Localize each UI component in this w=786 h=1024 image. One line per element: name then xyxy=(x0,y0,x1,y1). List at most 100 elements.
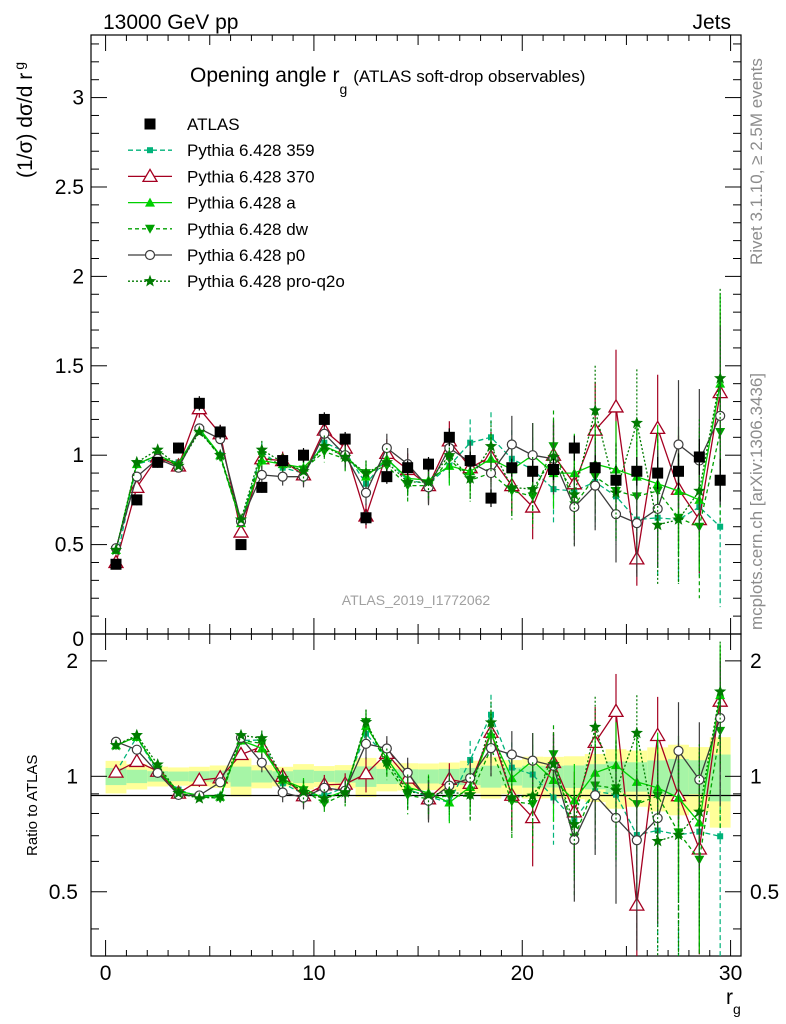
series-5-point-ratio xyxy=(609,784,623,796)
legend-label: Pythia 6.428 p0 xyxy=(187,246,305,265)
data-point xyxy=(693,451,705,463)
series-4-point-main xyxy=(715,410,726,421)
data-point xyxy=(131,494,143,506)
series-5-point-ratio xyxy=(464,787,477,800)
legend-label: ATLAS xyxy=(187,115,240,134)
series-1-point-main xyxy=(607,398,625,413)
series-5-point-main xyxy=(484,439,498,452)
series-0-point-ratio xyxy=(717,833,724,840)
series-4-point-main xyxy=(360,487,372,498)
data-point xyxy=(485,492,497,504)
series-5-point-main xyxy=(630,416,643,429)
series-5-point-ratio xyxy=(568,817,581,830)
data-point xyxy=(568,442,580,454)
series-4-point-main xyxy=(485,467,497,479)
series-3-point-main xyxy=(527,492,538,502)
y-tick-label-main: 3 xyxy=(72,87,84,110)
ratio-band-stat xyxy=(230,766,252,787)
series-5-point-main xyxy=(318,439,331,452)
data-point xyxy=(443,431,455,443)
rivet-version-label: Rivet 3.1.10, ≥ 2.5M events xyxy=(747,58,766,265)
legend-marker xyxy=(144,118,156,130)
series-5-point-ratio xyxy=(505,790,518,803)
series-5-point-ratio xyxy=(339,785,352,798)
series-5-point-ratio xyxy=(109,738,123,751)
legend-label: Pythia 6.428 370 xyxy=(187,167,315,186)
data-point xyxy=(110,558,122,570)
data-point xyxy=(548,463,559,475)
series-4-point-ratio xyxy=(506,749,517,760)
series-4-point-ratio xyxy=(694,774,705,785)
series-0-point-main xyxy=(717,523,724,530)
series-4-point-main xyxy=(590,480,601,491)
series-5-point-ratio xyxy=(193,791,206,804)
legend-label: Pythia 6.428 pro-q2o xyxy=(187,272,345,291)
series-4-point-ratio xyxy=(256,757,267,768)
series-4-point-ratio xyxy=(485,743,497,754)
series-5-point-main xyxy=(526,482,539,495)
series-5-point-main xyxy=(714,371,727,384)
data-point xyxy=(673,465,684,477)
series-4-point-ratio xyxy=(215,777,226,788)
series-2-line-main xyxy=(115,383,721,551)
data-point xyxy=(631,465,643,477)
y-axis-label-main: (1/σ) dσ/d rg xyxy=(11,62,37,178)
series-3-line-ratio xyxy=(115,720,721,862)
series-4-point-ratio xyxy=(402,767,413,778)
series-5-point-main xyxy=(693,484,706,497)
series-1-point-ratio xyxy=(107,763,125,778)
series-5-point-main xyxy=(401,475,414,488)
ratio-band-stat xyxy=(251,770,273,783)
data-point xyxy=(652,467,664,479)
data-point xyxy=(173,442,184,454)
data-point xyxy=(423,458,434,470)
y-tick-label-ratio: 1 xyxy=(66,765,78,788)
series-5-line-main xyxy=(115,378,721,551)
data-point xyxy=(235,539,247,551)
series-5-point-ratio xyxy=(526,789,539,801)
data-point xyxy=(381,471,393,483)
series-5-point-ratio xyxy=(214,790,227,802)
series-4-point-ratio xyxy=(590,790,601,801)
x-axis-label: rg xyxy=(726,986,741,1017)
series-5-point-main xyxy=(234,513,248,525)
legend-label: Pythia 6.428 359 xyxy=(187,141,315,160)
legend-marker xyxy=(145,197,155,207)
data-point xyxy=(527,465,539,477)
series-1-point-ratio xyxy=(232,746,250,761)
y-tick-label-main: 0.5 xyxy=(55,534,84,557)
series-5-point-main xyxy=(464,471,477,484)
data-point xyxy=(152,456,164,468)
series-5-point-ratio xyxy=(359,715,373,728)
series-5-point-ratio xyxy=(151,758,164,770)
series-5-point-ratio xyxy=(172,786,185,799)
series-5-point-ratio xyxy=(672,828,685,841)
series-3-point-ratio xyxy=(527,800,538,810)
series-4-point-main xyxy=(527,450,538,461)
series-5-point-ratio xyxy=(630,726,643,739)
data-point xyxy=(318,413,330,425)
series-5-point-main xyxy=(255,443,268,456)
y-tick-label-ratio: 2 xyxy=(66,650,78,673)
series-0-line-main xyxy=(115,429,721,563)
series-4-point-main xyxy=(319,428,330,439)
series-5-point-main xyxy=(214,448,227,461)
data-point xyxy=(714,474,726,486)
ratio-band-stat xyxy=(168,771,189,782)
series-5-point-main xyxy=(172,459,185,472)
series-5-point-main xyxy=(130,455,143,468)
series-5-point-main xyxy=(589,404,602,416)
series-5-point-main xyxy=(505,480,518,493)
data-point xyxy=(610,474,622,486)
series-4-point-ratio xyxy=(673,745,684,756)
series-4-point-main xyxy=(256,469,267,480)
series-5-point-main xyxy=(443,448,456,461)
series-5-line-ratio xyxy=(115,691,721,842)
series-5-point-ratio xyxy=(276,771,289,784)
series-1-point-ratio xyxy=(607,703,625,718)
series-5-point-main xyxy=(359,466,373,479)
y-tick-label-main: 1 xyxy=(72,444,84,467)
legend-marker xyxy=(147,147,153,154)
